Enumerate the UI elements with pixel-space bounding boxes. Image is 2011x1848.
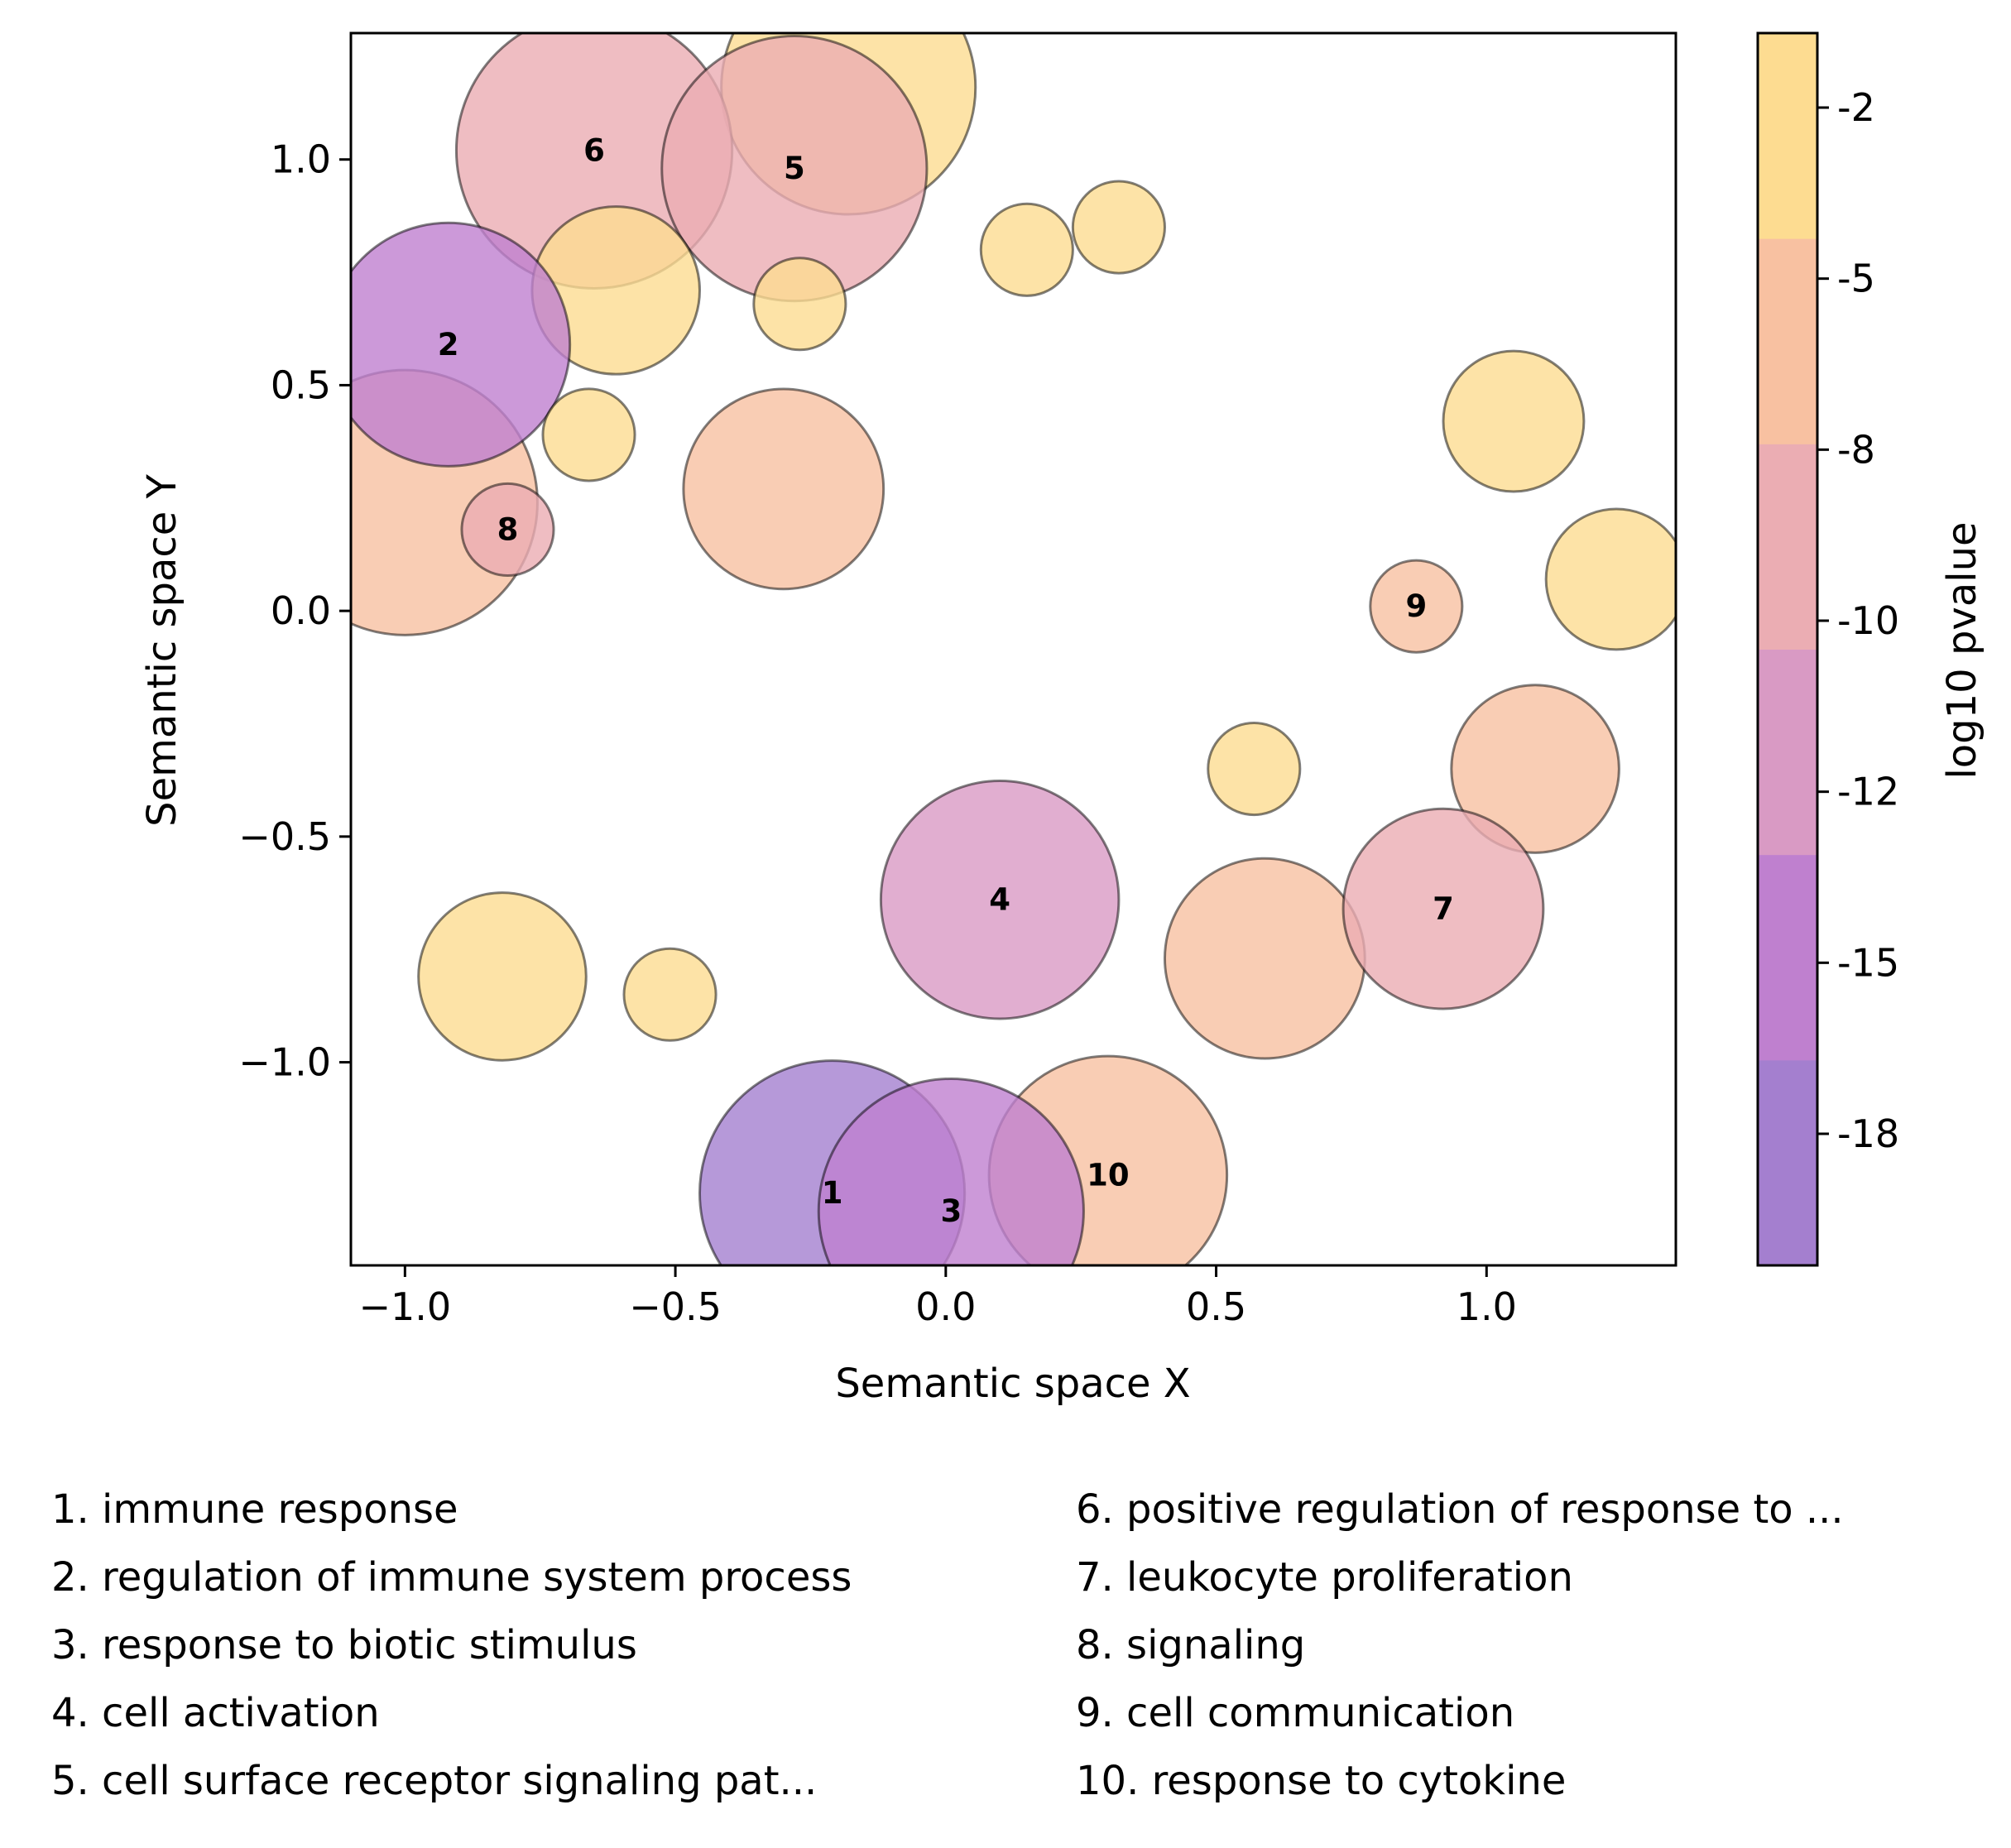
bubble-10 bbox=[541, 387, 636, 482]
colorbar-tick-label: -18 bbox=[1837, 1111, 1899, 1156]
bubble-label-3: 3 bbox=[940, 1193, 962, 1229]
bubble-label-6: 6 bbox=[583, 132, 605, 168]
colorbar-tick-label: -2 bbox=[1837, 85, 1875, 130]
colorbar-band bbox=[1758, 1059, 1817, 1266]
colorbar-band bbox=[1758, 33, 1817, 239]
bubble-9 bbox=[351, 221, 572, 468]
bubble-11 bbox=[460, 482, 555, 578]
x-tick-label: 0.5 bbox=[1186, 1284, 1246, 1329]
legend-item-10: 10. response to cytokine bbox=[1076, 1758, 1567, 1804]
colorbar-tick-label: -5 bbox=[1837, 257, 1875, 301]
legend-item-3: 3. response to biotic stimulus bbox=[51, 1622, 637, 1668]
legend-item-7: 7. leukocyte proliferation bbox=[1076, 1554, 1573, 1601]
legend-item-9: 9. cell communication bbox=[1076, 1690, 1515, 1736]
y-axis: −1.0 −0.5 0.0 0.5 1.0 bbox=[238, 137, 351, 1085]
colorbar-tick-label: -15 bbox=[1837, 940, 1899, 985]
colorbar-frame bbox=[1756, 31, 1819, 1267]
bubble-18 bbox=[879, 779, 1121, 1020]
bubble-22 bbox=[622, 947, 718, 1042]
bubble-5 bbox=[752, 257, 847, 352]
colorbar-title: log10 pvalue bbox=[1939, 521, 1985, 779]
legend-item-4: 4. cell activation bbox=[51, 1690, 380, 1736]
bubble-label-10: 10 bbox=[1087, 1157, 1130, 1193]
x-axis: −1.0 −0.5 0.0 0.5 1.0 bbox=[358, 1265, 1517, 1329]
bubble-25 bbox=[817, 1077, 1085, 1265]
x-tick-label: −1.0 bbox=[358, 1284, 451, 1329]
bubble-6 bbox=[979, 202, 1074, 297]
bubble-label-9: 9 bbox=[1405, 588, 1427, 624]
bubble-label-4: 4 bbox=[989, 882, 1010, 918]
y-axis-title: Semantic space Y bbox=[139, 473, 185, 826]
colorbar-tick-label: -12 bbox=[1837, 770, 1899, 814]
colorbar-band bbox=[1758, 649, 1817, 856]
bubble-label-8: 8 bbox=[497, 511, 519, 547]
y-tick-label: 1.0 bbox=[271, 137, 331, 182]
colorbar-band bbox=[1758, 854, 1817, 1061]
y-tick-label: 0.0 bbox=[271, 588, 331, 633]
bubble-21 bbox=[417, 891, 588, 1062]
bubble-20 bbox=[1341, 807, 1545, 1010]
y-tick-label: −1.0 bbox=[238, 1040, 331, 1085]
legend-item-5: 5. cell surface receptor signaling pat..… bbox=[51, 1758, 818, 1804]
bubble-label-1: 1 bbox=[822, 1175, 843, 1211]
plot-frame bbox=[349, 31, 1677, 1267]
bubble-17 bbox=[1450, 684, 1620, 854]
colorbar-band bbox=[1758, 238, 1817, 444]
bubble-19 bbox=[1163, 857, 1366, 1060]
legend-item-8: 8. signaling bbox=[1076, 1622, 1306, 1668]
bubble-label-7: 7 bbox=[1433, 891, 1454, 927]
y-tick-label: −0.5 bbox=[238, 814, 331, 859]
bubble-16 bbox=[1207, 721, 1302, 817]
legend-item-6: 6. positive regulation of response to ..… bbox=[1076, 1486, 1844, 1533]
colorbar-tick-label: -8 bbox=[1837, 427, 1875, 472]
colorbar-band bbox=[1758, 444, 1817, 650]
x-tick-label: −0.5 bbox=[629, 1284, 722, 1329]
x-axis-title: Semantic space X bbox=[835, 1361, 1190, 1407]
colorbar: -18 -15 -12 -10 -8 -5 -2 bbox=[1756, 31, 1899, 1267]
bubble-14 bbox=[1544, 507, 1676, 651]
x-tick-label: 0.0 bbox=[915, 1284, 976, 1329]
bubble-12 bbox=[682, 387, 886, 591]
bubble-15 bbox=[1369, 559, 1464, 654]
legend-item-1: 1. immune response bbox=[51, 1486, 458, 1533]
bubble-7 bbox=[1071, 180, 1166, 275]
bubble-layer bbox=[351, 33, 1676, 1265]
x-tick-label: 1.0 bbox=[1457, 1284, 1517, 1329]
bubble-label-5: 5 bbox=[784, 151, 805, 186]
y-tick-label: 0.5 bbox=[271, 362, 331, 407]
bubble-13 bbox=[1442, 349, 1586, 493]
legend-item-2: 2. regulation of immune system process bbox=[51, 1554, 852, 1601]
colorbar-tick-label: -10 bbox=[1837, 598, 1899, 643]
bubble-label-2: 2 bbox=[438, 327, 459, 362]
